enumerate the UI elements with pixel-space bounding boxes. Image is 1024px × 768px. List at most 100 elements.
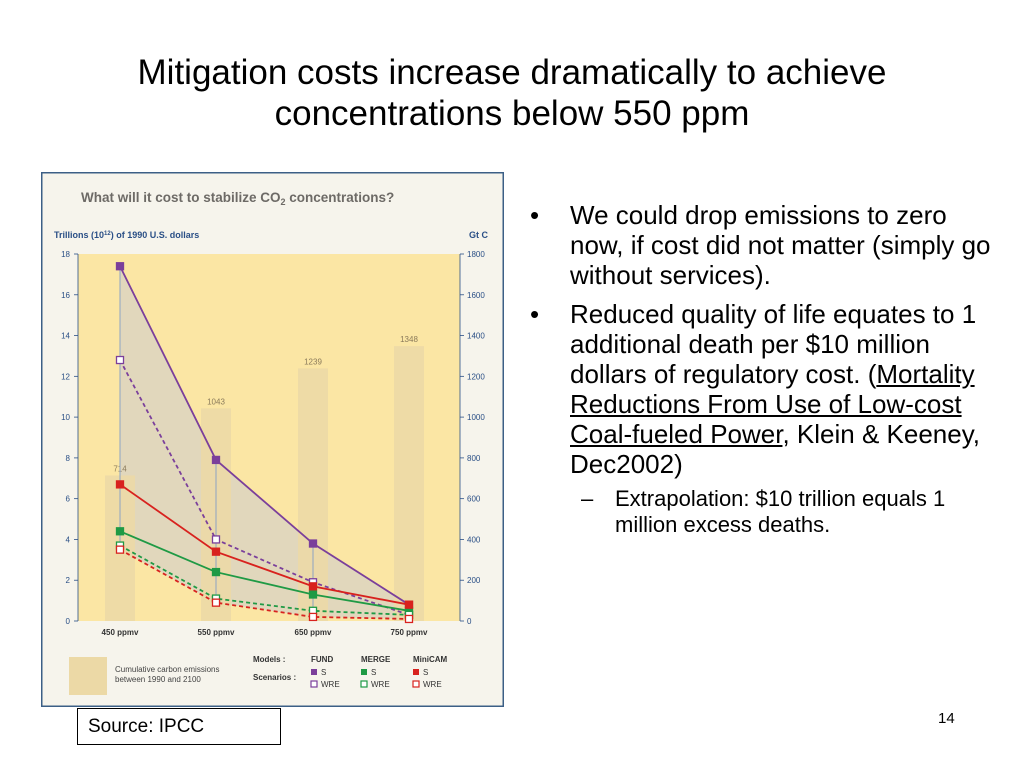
sub-bullet-marker: – <box>581 486 594 511</box>
legend-scenarios-label: Scenarios : <box>253 673 296 682</box>
x-tick-label: 650 ppmv <box>295 628 332 637</box>
data-point-fund-s <box>211 455 221 465</box>
legend-scenario-wre-label: WRE <box>321 680 340 689</box>
y-tick-label: 0 <box>66 617 71 626</box>
slide-title-line2: concentrations below 550 ppm <box>274 94 750 133</box>
bullet-list: • We could drop emissions to zero now, i… <box>528 200 998 538</box>
cost-range-band <box>120 266 409 619</box>
series-line-minicam-wre <box>119 548 410 620</box>
data-point-merge-s <box>308 590 318 599</box>
legend-scenario-s-label: S <box>371 668 376 677</box>
data-point-merge-s <box>211 567 221 577</box>
bullet-item-2: • Reduced quality of life equates to 1 a… <box>528 299 998 479</box>
y2-tick-label: 600 <box>467 495 481 504</box>
bullet-item-1: • We could drop emissions to zero now, i… <box>528 200 998 290</box>
y2-tick-label: 1200 <box>467 372 485 381</box>
data-point-fund-s <box>308 539 318 548</box>
y-tick-label: 8 <box>66 454 71 463</box>
series-line-fund-s <box>119 265 410 606</box>
source-box: Source: IPCC <box>77 708 281 745</box>
emission-bar <box>394 346 424 621</box>
y2-tick-label: 800 <box>467 454 481 463</box>
page-number: 14 <box>938 710 955 727</box>
cost-chart-figure: What will it cost to stabilize CO2 conce… <box>41 172 504 707</box>
legend-swatch-s <box>311 669 317 675</box>
legend-bar-swatch <box>69 657 107 695</box>
y-tick-label: 12 <box>61 372 70 381</box>
bullet-text-2-pre: Reduced quality of life equates to 1 add… <box>570 299 977 389</box>
emission-bar-label: 1043 <box>207 397 225 406</box>
y-axis-right-label: Gt C <box>469 230 488 240</box>
chart-title-main: What will it cost to stabilize CO <box>81 190 281 205</box>
legend-scenario-wre-label: WRE <box>371 680 390 689</box>
y-axis-left-label-main: Trillions (10 <box>54 230 104 240</box>
y-axis-left-label-suffix: ) of 1990 U.S. dollars <box>111 230 200 240</box>
legend-swatch-wre <box>310 680 318 688</box>
legend-swatch-wre <box>412 680 420 688</box>
legend-bar-label-line2: between 1990 and 2100 <box>115 675 201 684</box>
legend-model-name: MiniCAM <box>413 655 448 664</box>
emission-bar-label: 1239 <box>304 357 322 366</box>
y2-tick-label: 1400 <box>467 332 485 341</box>
data-point-fund-s <box>115 262 125 271</box>
x-tick-label: 450 ppmv <box>102 628 139 637</box>
slide-title-line1: Mitigation costs increase dramatically t… <box>137 53 887 92</box>
reference-link[interactable]: Mortality Reductions From Use of Low-cos… <box>570 359 975 449</box>
y-tick-label: 2 <box>66 576 71 585</box>
series-line-merge-s <box>119 530 410 612</box>
y2-tick-label: 0 <box>467 617 472 626</box>
y2-tick-label: 200 <box>467 576 481 585</box>
legend-scenario-wre-label: WRE <box>423 680 442 689</box>
legend-scenario-s-label: S <box>423 668 428 677</box>
series-line-minicam-s <box>119 483 410 606</box>
y-tick-label: 6 <box>66 495 71 504</box>
chart-title-sub: 2 <box>281 197 286 207</box>
y-axis-left-label: Trillions (1012) of 1990 U.S. dollars <box>54 230 199 240</box>
bullet-text-1: We could drop emissions to zero now, if … <box>570 200 991 290</box>
legend-swatch-s <box>361 669 367 675</box>
data-point-fund-wre <box>211 535 221 544</box>
slide-title: Mitigation costs increase dramatically t… <box>40 52 984 134</box>
data-point-minicam-s <box>308 582 318 591</box>
data-point-merge-s <box>115 527 125 536</box>
y2-tick-label: 1000 <box>467 413 485 422</box>
data-point-minicam-s <box>211 547 221 556</box>
y-tick-label: 4 <box>66 535 71 544</box>
legend-scenario-s-label: S <box>321 668 326 677</box>
y2-tick-label: 1600 <box>467 291 485 300</box>
series-line-fund-wre <box>119 359 410 616</box>
legend-model-name: FUND <box>311 655 333 664</box>
y-tick-label: 16 <box>61 291 70 300</box>
sub-bullet-item: – Extrapolation: $10 trillion equals 1 m… <box>528 486 998 538</box>
bullet-marker: • <box>530 200 540 230</box>
x-tick-label: 550 ppmv <box>198 628 235 637</box>
data-point-minicam-wre <box>211 598 221 607</box>
y-tick-label: 10 <box>61 413 70 422</box>
y-axis-left-label-sup: 12 <box>104 231 111 237</box>
series-line-merge-wre <box>119 544 410 616</box>
sub-bullet-text: Extrapolation: $10 trillion equals 1 mil… <box>615 486 946 537</box>
y2-tick-label: 1800 <box>467 250 485 259</box>
legend-swatch-s <box>413 669 419 675</box>
source-text: Source: IPCC <box>88 716 205 737</box>
plot-area: 7141043123913480246810121416180200400600… <box>61 250 485 637</box>
legend-bar-label-line1: Cumulative carbon emissions <box>115 665 220 674</box>
legend-models-label: Models : <box>253 655 285 664</box>
data-point-minicam-wre <box>404 614 414 624</box>
data-point-fund-wre <box>115 355 125 365</box>
chart-title: What will it cost to stabilize CO2 conce… <box>81 190 394 207</box>
data-point-minicam-wre <box>115 545 125 554</box>
chart-title-suffix: concentrations? <box>286 190 395 205</box>
bullet-marker: • <box>530 299 540 329</box>
data-point-minicam-s <box>404 600 414 609</box>
legend-model-name: MERGE <box>361 655 391 664</box>
legend-swatch-wre <box>360 680 368 688</box>
y-tick-label: 18 <box>61 250 70 259</box>
y2-tick-label: 400 <box>467 535 481 544</box>
emission-bar-label: 1348 <box>400 335 418 344</box>
data-point-minicam-wre <box>308 612 318 622</box>
bullet-text-2-post: , Klein & Keeney, Dec2002) <box>570 419 980 479</box>
data-point-minicam-s <box>115 480 125 489</box>
y-tick-label: 14 <box>61 332 70 341</box>
